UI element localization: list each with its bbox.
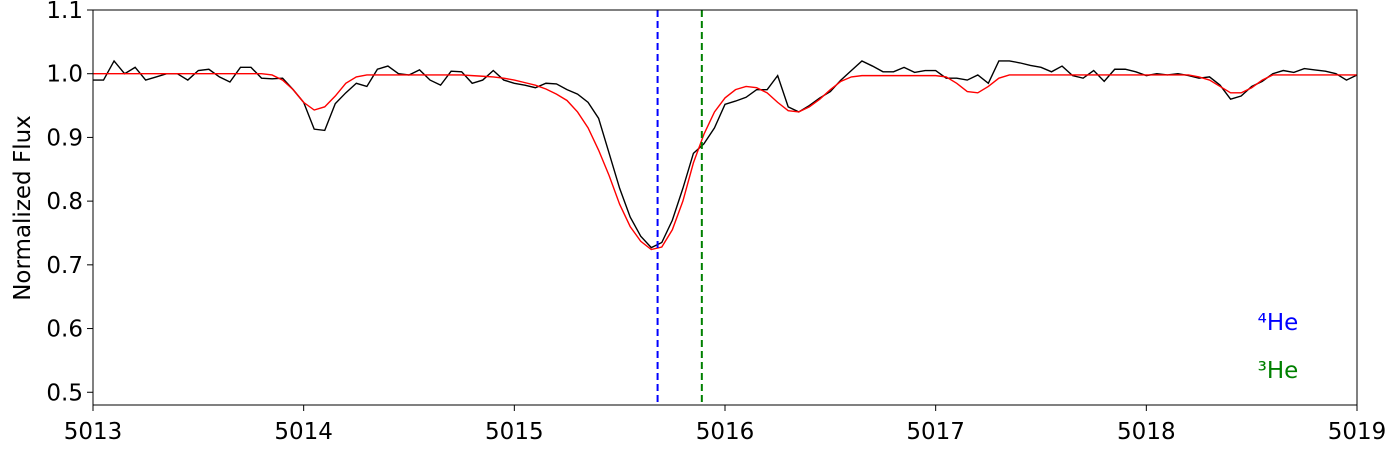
y-tick-label: 1.0 — [46, 62, 83, 88]
x-tick-label: 5015 — [485, 419, 544, 445]
reference-label: ³He — [1258, 358, 1299, 384]
x-tick-label: 5017 — [906, 419, 965, 445]
y-tick-label: 0.6 — [46, 317, 83, 343]
y-tick-label: 0.9 — [46, 125, 83, 151]
x-tick-label: 5018 — [1117, 419, 1176, 445]
series-line — [93, 59, 1358, 249]
x-tick-label: 5016 — [696, 419, 755, 445]
reference-label: ⁴He — [1258, 310, 1299, 336]
y-tick-label: 1.1 — [46, 0, 83, 24]
plot-frame — [92, 9, 1358, 406]
x-tick-label: 5013 — [64, 419, 123, 445]
x-tick-label: 5019 — [1328, 419, 1387, 445]
x-tick-label: 5014 — [274, 419, 333, 445]
y-tick-label: 0.5 — [46, 380, 83, 406]
y-axis-label: Normalized Flux — [10, 115, 36, 301]
y-tick-label: 0.8 — [46, 189, 83, 215]
y-tick-label: 0.7 — [46, 253, 83, 279]
series-line — [93, 73, 1357, 251]
